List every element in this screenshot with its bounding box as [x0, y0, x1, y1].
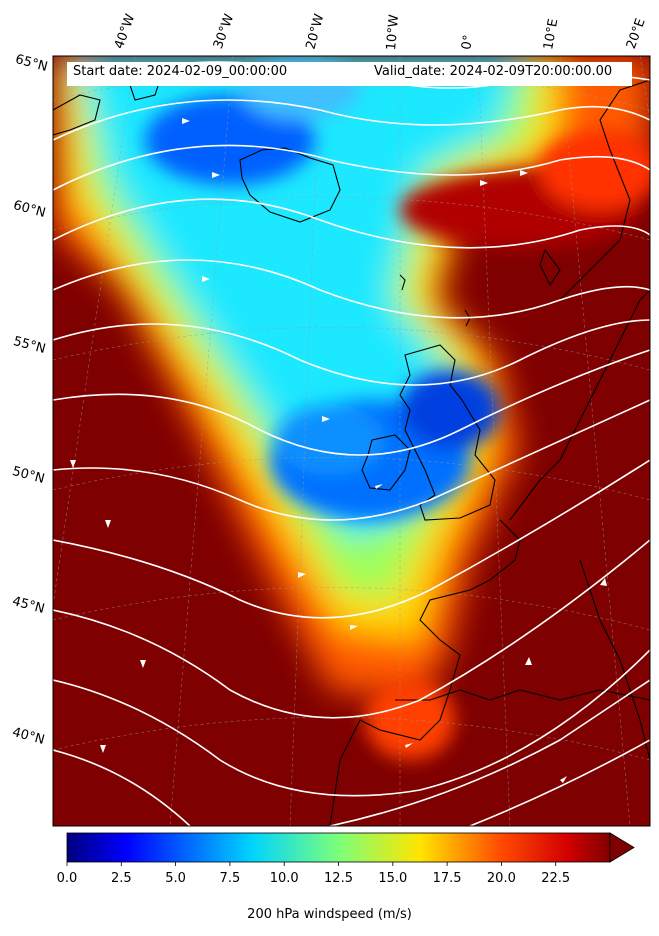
streamline	[53, 399, 650, 521]
streamline-arrow	[520, 170, 528, 176]
streamline	[53, 749, 191, 826]
colorbar-extend-arrow	[609, 832, 635, 863]
map-frame	[52, 55, 651, 827]
colorbar-tick-label: 5.0	[165, 871, 186, 886]
colorbar-tick-label: 7.5	[219, 871, 241, 886]
colorbar-tick-label: 2.5	[110, 871, 132, 886]
streamline-arrow	[202, 276, 210, 282]
streamline	[53, 539, 650, 719]
streamline	[53, 144, 650, 191]
streamline	[53, 459, 650, 619]
streamline	[329, 679, 650, 826]
streamline	[53, 349, 650, 456]
streamline	[53, 259, 650, 319]
colorbar-tick-label: 10.0	[269, 871, 299, 886]
streamline-arrow	[525, 657, 532, 665]
colorbar-label: 200 hPa windspeed (m/s)	[247, 907, 412, 922]
valid-date-label: Valid_date: 2024-02-09T20:00:00.00	[374, 64, 613, 79]
streamline	[53, 198, 650, 249]
streamline-arrow	[212, 172, 220, 178]
streamline-arrow	[350, 625, 358, 630]
date-box	[67, 62, 632, 86]
colorbar-tick-label: 17.5	[432, 871, 462, 886]
streamline	[53, 99, 650, 141]
streamline-arrow	[600, 578, 607, 586]
streamline	[53, 319, 650, 386]
coastlines	[53, 79, 650, 826]
streamline	[53, 649, 650, 797]
streamline-arrow	[140, 660, 146, 668]
streamline-arrow	[100, 745, 106, 753]
streamline	[469, 739, 650, 826]
lon-label: 10°W	[384, 13, 403, 51]
start-date-label: Start date: 2024-02-09_00:00:00	[73, 64, 288, 79]
colorbar	[66, 832, 635, 866]
streamline-arrow	[405, 743, 413, 748]
colorbar-tick-label: 22.5	[541, 871, 571, 886]
colorbar-tick-label: 0.0	[56, 871, 78, 886]
streamline-arrow	[322, 416, 330, 422]
colorbar-ticks	[66, 862, 557, 866]
streamline-arrow	[480, 180, 488, 186]
streamline-arrow	[105, 520, 111, 528]
streamline-arrows	[70, 118, 607, 783]
colorbar-tick-label: 15.0	[378, 871, 408, 886]
colorbar-tick-label: 20.0	[486, 871, 516, 886]
wind-speed-field	[53, 56, 650, 826]
colorbar-tick-label: 12.5	[324, 871, 353, 886]
streamline-arrow	[70, 460, 76, 468]
streamline-arrow	[375, 484, 383, 489]
streamline-arrow	[182, 118, 190, 124]
colorbar-bar	[66, 832, 611, 863]
lon-label: 0°	[459, 33, 477, 51]
streamline-arrow	[560, 776, 567, 783]
streamlines	[53, 61, 650, 826]
streamline-arrow	[298, 572, 306, 578]
